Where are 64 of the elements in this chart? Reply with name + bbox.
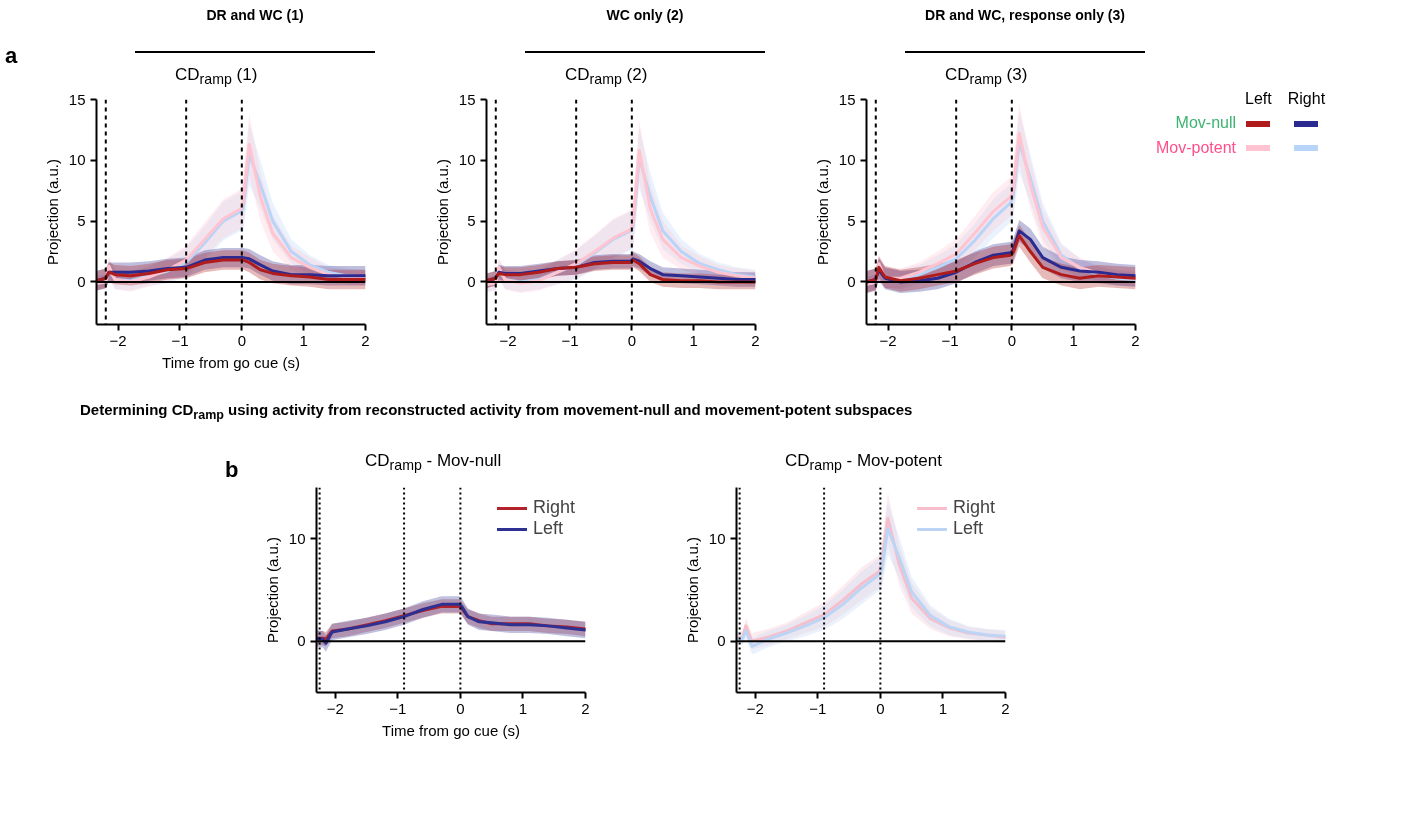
text: a — [5, 42, 18, 70]
chart-title: DR and WC, response only (3) — [925, 6, 1125, 25]
x-tick-label: 0 — [237, 331, 246, 349]
x-tick-label: 0 — [1007, 331, 1016, 349]
y-tick-label: 15 — [68, 90, 86, 108]
text: Mov-null — [1174, 112, 1238, 133]
x-tick-label: 0 — [627, 331, 636, 349]
y-tick-label: 5 — [467, 212, 476, 230]
x-tick-label: 2 — [1001, 699, 1010, 717]
legend-label: Left — [532, 518, 563, 539]
chart-title: CD$_{ramp}$ - Mov-null — [365, 450, 502, 476]
y-axis-title: Projection (a.u.) — [433, 159, 451, 265]
text: Right — [1286, 89, 1327, 109]
legend-label: Right — [952, 497, 995, 518]
y-tick-label: 5 — [847, 212, 856, 230]
x-tick-label: 2 — [751, 331, 760, 349]
x-tick-label: 1 — [299, 331, 308, 349]
chart-subtitle: CD$_{ramp}$ (1) — [175, 64, 258, 90]
legend-label: Left — [952, 518, 983, 539]
x-axis-title: Time from go cue (s) — [162, 353, 300, 371]
x-tick-label: 1 — [938, 699, 948, 717]
y-tick-label: 10 — [288, 529, 306, 547]
x-tick-label: −2 — [109, 331, 127, 349]
y-tick-label: 10 — [708, 529, 726, 547]
y-tick-label: 0 — [467, 272, 476, 290]
chart-title: CD$_{ramp}$ - Mov-potent — [785, 450, 942, 476]
x-tick-label: −2 — [879, 331, 897, 349]
x-tick-label: 1 — [518, 699, 528, 717]
x-tick-label: −1 — [941, 331, 959, 349]
y-tick-label: 15 — [838, 90, 856, 108]
x-tick-label: −1 — [809, 699, 827, 717]
y-tick-label: 0 — [77, 272, 86, 290]
chart-subtitle: CD$_{ramp}$ (2) — [565, 64, 648, 90]
text: Left — [1244, 89, 1273, 109]
x-tick-label: 2 — [581, 699, 590, 717]
y-tick-label: 15 — [458, 90, 476, 108]
x-tick-label: −2 — [326, 699, 344, 717]
x-tick-label: 0 — [876, 699, 885, 717]
y-axis-title: Projection (a.u.) — [813, 159, 831, 265]
chart-title: WC only (2) — [606, 6, 684, 25]
x-tick-label: 2 — [1131, 331, 1140, 349]
x-tick-label: 1 — [1069, 331, 1078, 349]
y-axis-title: Projection (a.u.) — [263, 537, 281, 643]
y-tick-label: 10 — [458, 151, 476, 169]
text: Determining CD$_{ramp}$ using activity from reconstructed activity from movement-null and movement-potent subspaces — [80, 400, 913, 424]
y-tick-label: 5 — [77, 212, 86, 230]
y-axis-title: Projection (a.u.) — [683, 537, 701, 643]
x-tick-label: −1 — [389, 699, 407, 717]
x-tick-label: −2 — [746, 699, 764, 717]
x-tick-label: −1 — [171, 331, 189, 349]
text: b — [225, 456, 239, 484]
x-tick-label: 1 — [689, 331, 698, 349]
y-tick-label: 10 — [68, 151, 86, 169]
chart-subtitle: CD$_{ramp}$ (3) — [945, 64, 1028, 90]
y-tick-label: 10 — [838, 151, 856, 169]
text: Mov-potent — [1155, 137, 1238, 158]
y-tick-label: 0 — [847, 272, 856, 290]
chart-title: DR and WC (1) — [206, 6, 304, 25]
x-tick-label: −2 — [499, 331, 517, 349]
legend-label: Right — [532, 497, 575, 518]
x-axis-title: Time from go cue (s) — [382, 721, 520, 739]
x-tick-label: 2 — [361, 331, 370, 349]
x-tick-label: −1 — [561, 331, 579, 349]
y-axis-title: Projection (a.u.) — [43, 159, 61, 265]
